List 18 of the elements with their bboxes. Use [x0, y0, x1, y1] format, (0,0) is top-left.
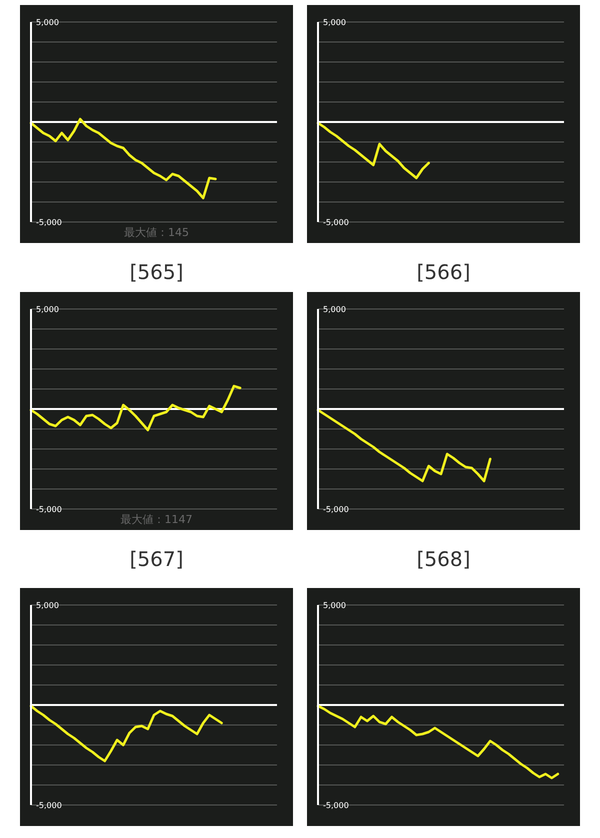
y-tick-label: 5,000 [36, 601, 59, 610]
y-tick-label: -5,000 [323, 505, 349, 514]
text: 最大値：1147 [120, 513, 192, 526]
y-tick-label: -5,000 [323, 801, 349, 810]
text: [566] [416, 260, 472, 284]
y-tick-label: -5,000 [36, 505, 62, 514]
y-tick-label: -5,000 [36, 801, 62, 810]
text: [565] [128, 260, 184, 284]
y-tick-label: 5,000 [36, 305, 59, 314]
y-tick-label: 5,000 [323, 601, 346, 610]
text: [567] [128, 547, 184, 571]
y-tick-label: -5,000 [323, 218, 349, 227]
y-tick-label: 5,000 [323, 18, 346, 27]
text: [568] [416, 547, 472, 571]
y-tick-label: 5,000 [36, 18, 59, 27]
y-tick-label: 5,000 [323, 305, 346, 314]
text: 最大値：145 [124, 226, 189, 239]
y-tick-label: -5,000 [36, 218, 62, 227]
